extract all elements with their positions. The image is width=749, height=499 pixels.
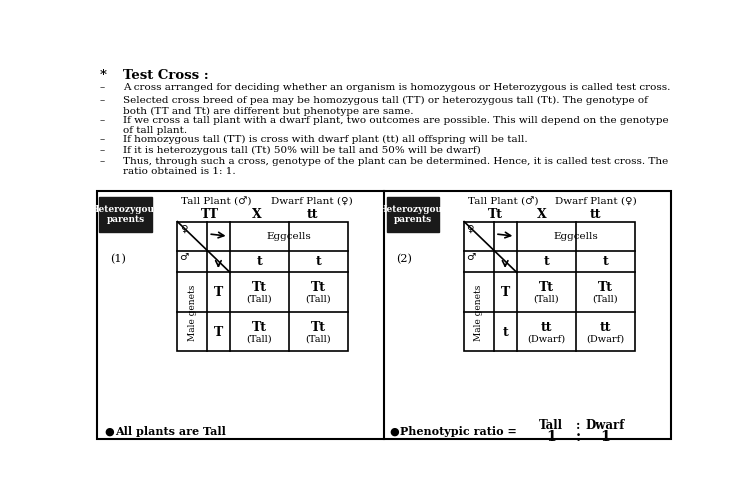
Text: If we cross a tall plant with a dwarf plant, two outcomes are possible. This wil: If we cross a tall plant with a dwarf pl… xyxy=(123,116,669,136)
Bar xyxy=(386,197,439,233)
Bar xyxy=(97,191,671,439)
Text: X: X xyxy=(537,208,547,221)
Text: t: t xyxy=(602,255,608,268)
Text: t: t xyxy=(543,255,549,268)
Bar xyxy=(464,222,634,351)
Text: –: – xyxy=(100,157,105,166)
Text: –: – xyxy=(100,96,105,105)
Text: Tt: Tt xyxy=(252,320,267,333)
Text: A cross arranged for deciding whether an organism is homozygous or Heterozygous : A cross arranged for deciding whether an… xyxy=(123,83,670,92)
Text: –: – xyxy=(100,116,105,125)
Text: tt: tt xyxy=(306,208,318,221)
Text: (Tall): (Tall) xyxy=(246,334,273,343)
Text: Tt: Tt xyxy=(598,280,613,293)
Text: ●: ● xyxy=(104,427,115,437)
Text: If it is heterozygous tall (Tt) 50% will be tall and 50% will be dwarf): If it is heterozygous tall (Tt) 50% will… xyxy=(123,146,481,155)
Text: ♂: ♂ xyxy=(180,252,189,262)
Text: (Dwarf): (Dwarf) xyxy=(527,334,565,343)
Text: ♀: ♀ xyxy=(180,224,187,234)
Text: Tt: Tt xyxy=(488,208,503,221)
Text: :: : xyxy=(576,420,580,433)
Text: Phenotypic ratio =: Phenotypic ratio = xyxy=(400,427,517,438)
Text: T: T xyxy=(213,286,223,299)
Text: (Tall): (Tall) xyxy=(306,294,331,303)
Bar xyxy=(178,222,348,351)
Text: All plants are Tall: All plants are Tall xyxy=(115,427,226,438)
Text: Dwarf Plant (♀): Dwarf Plant (♀) xyxy=(555,197,637,206)
Text: (Tall): (Tall) xyxy=(533,294,559,303)
Text: Tt: Tt xyxy=(311,320,326,333)
Text: (Tall): (Tall) xyxy=(246,294,273,303)
Text: (2): (2) xyxy=(395,254,411,264)
Text: Eggcells: Eggcells xyxy=(554,232,598,241)
Text: (Tall): (Tall) xyxy=(306,334,331,343)
Text: ●: ● xyxy=(389,427,398,437)
Text: (Tall): (Tall) xyxy=(592,294,618,303)
Text: Male genets: Male genets xyxy=(474,284,483,341)
Text: :: : xyxy=(575,430,580,444)
Text: –: – xyxy=(100,83,105,92)
Text: Tt: Tt xyxy=(311,280,326,293)
Text: Eggcells: Eggcells xyxy=(267,232,312,241)
Text: tt: tt xyxy=(599,320,611,333)
Text: ♀: ♀ xyxy=(467,224,474,234)
Text: Dwarf Plant (♀): Dwarf Plant (♀) xyxy=(271,197,353,206)
Text: Tall Plant (♂): Tall Plant (♂) xyxy=(181,197,252,206)
Text: ♂: ♂ xyxy=(467,252,476,262)
Text: (Dwarf): (Dwarf) xyxy=(586,334,624,343)
Text: t: t xyxy=(257,255,262,268)
Text: –: – xyxy=(100,135,105,144)
Text: Male genets: Male genets xyxy=(187,284,196,341)
Text: 1: 1 xyxy=(600,430,610,444)
Text: t: t xyxy=(315,255,321,268)
Text: tt: tt xyxy=(590,208,601,221)
Text: –: – xyxy=(100,146,105,155)
Text: Heterozygous
parents: Heterozygous parents xyxy=(378,205,447,225)
Text: Test Cross :: Test Cross : xyxy=(123,69,209,82)
Text: Tall: Tall xyxy=(539,420,563,433)
Text: T: T xyxy=(500,286,510,299)
Text: Tt: Tt xyxy=(539,280,554,293)
Text: Thus, through such a cross, genotype of the plant can be determined. Hence, it i: Thus, through such a cross, genotype of … xyxy=(123,157,668,176)
Text: *: * xyxy=(100,69,107,82)
Text: T: T xyxy=(213,326,223,339)
Text: (1): (1) xyxy=(111,254,127,264)
Text: Dwarf: Dwarf xyxy=(586,420,625,433)
Text: Tt: Tt xyxy=(252,280,267,293)
Text: 1: 1 xyxy=(546,430,556,444)
Text: If homozygous tall (TT) is cross with dwarf plant (tt) all offspring will be tal: If homozygous tall (TT) is cross with dw… xyxy=(123,135,528,145)
Text: tt: tt xyxy=(541,320,552,333)
Text: t: t xyxy=(503,326,508,339)
Bar xyxy=(99,197,152,233)
Text: Tall Plant (♂): Tall Plant (♂) xyxy=(467,197,538,206)
Text: Heterozygous
parents: Heterozygous parents xyxy=(91,205,160,225)
Text: X: X xyxy=(252,208,261,221)
Text: TT: TT xyxy=(201,208,219,221)
Text: Selected cross breed of pea may be homozygous tall (TT) or heterozygous tall (Tt: Selected cross breed of pea may be homoz… xyxy=(123,96,648,116)
